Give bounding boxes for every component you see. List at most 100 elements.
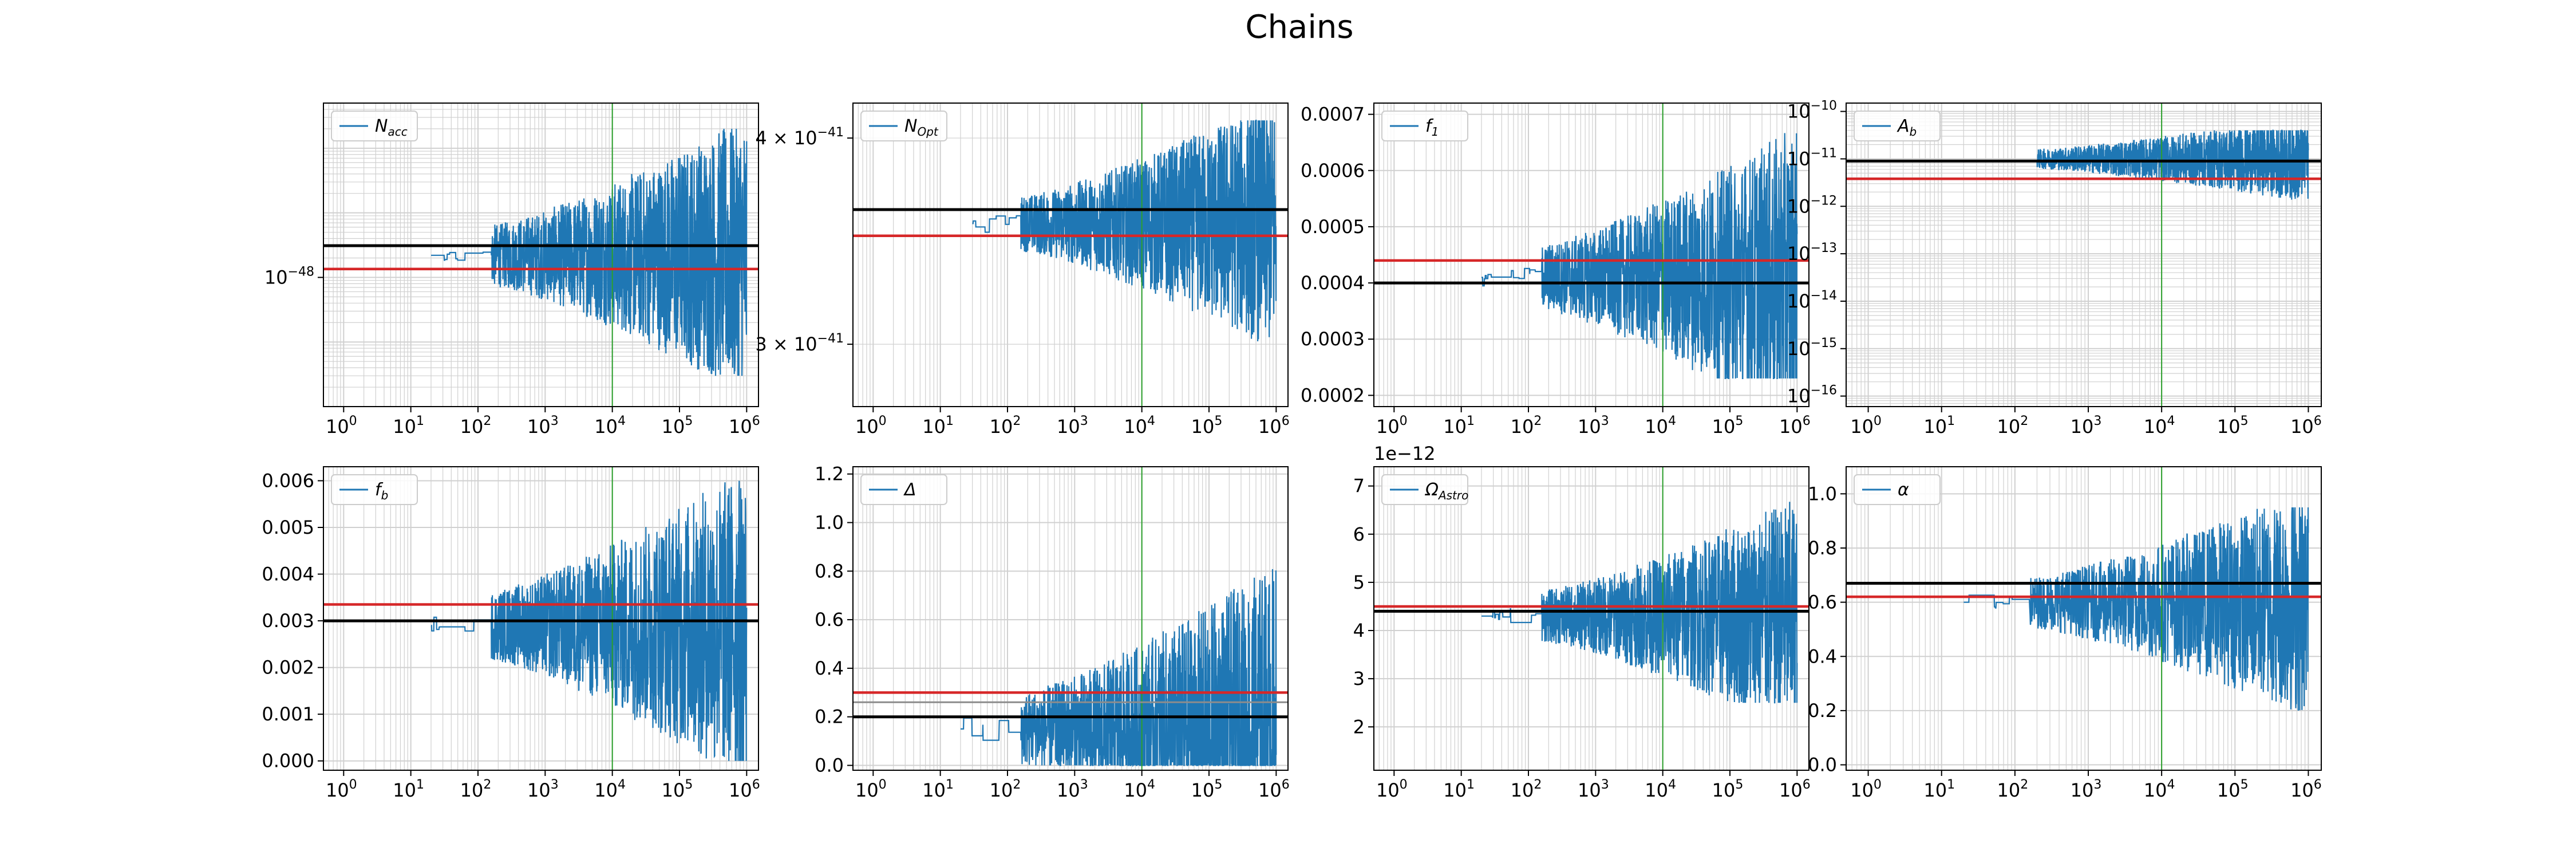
- x-tick-base: 10: [1511, 416, 1534, 438]
- y-tick-exponent: −41: [817, 125, 844, 140]
- plot-area: [853, 103, 1288, 407]
- y-tick-label: 1.0: [815, 512, 844, 534]
- x-tick-exponent: 3: [1080, 414, 1088, 428]
- x-tick-exponent: 5: [1214, 778, 1222, 792]
- x-tick-exponent: 0: [1400, 778, 1408, 792]
- axes-frame: [1373, 103, 1809, 407]
- x-tick-exponent: 5: [2241, 414, 2249, 428]
- chain-trace: [972, 120, 1277, 342]
- legend: ΩAstro: [1381, 474, 1468, 505]
- x-tick-label: 100: [1376, 778, 1408, 801]
- x-tick-base: 10: [729, 416, 752, 438]
- x-tick-label: 106: [2290, 778, 2322, 801]
- x-tick-base: 10: [527, 416, 551, 438]
- x-tick-label: 105: [662, 778, 693, 801]
- x-tick-base: 10: [1923, 416, 1947, 438]
- x-tick-exponent: 2: [2020, 778, 2028, 792]
- chart-panel: 100 101 102 103 104 105 10610−1610−1510−1410−1…: [1787, 99, 2322, 438]
- x-tick-label: 104: [1124, 414, 1155, 438]
- legend-symbol: N: [375, 116, 388, 136]
- x-tick-label: 100: [855, 414, 887, 438]
- x-tick-label: 102: [460, 778, 492, 801]
- x-tick-label: 100: [855, 778, 887, 801]
- axes-frame: [852, 466, 1289, 771]
- x-tick-label: 104: [2144, 414, 2175, 438]
- legend-symbol: A: [1897, 116, 1910, 136]
- chain-trace: [2036, 129, 2309, 200]
- x-tick-base: 10: [2217, 779, 2241, 801]
- x-tick-label: 105: [1191, 778, 1223, 801]
- chart-panel: 100 101 102 103 104 105 1060.0000.0010.0020.00…: [262, 466, 760, 801]
- y-tick-label: 2: [1353, 716, 1365, 738]
- y-tick-label: 0.0: [1808, 754, 1837, 776]
- y-tick-label: 1.0: [1808, 483, 1837, 505]
- x-tick-base: 10: [1124, 416, 1147, 438]
- x-tick-label: 105: [2217, 778, 2249, 801]
- y-tick-label: 10−16: [1787, 384, 1837, 407]
- y-tick-label: 3 × 10−41: [755, 332, 844, 355]
- x-tick-exponent: 0: [1874, 414, 1882, 428]
- x-tick-base: 10: [1191, 416, 1215, 438]
- legend-symbol: Ω: [1424, 480, 1439, 500]
- x-tick-exponent: 6: [1803, 414, 1811, 428]
- x-tick-base: 10: [1511, 779, 1534, 801]
- y-tick-base: 10: [1787, 243, 1811, 265]
- plot-area: [323, 467, 758, 770]
- x-tick-base: 10: [1779, 416, 1803, 438]
- y-tick-label: 0.0005: [1301, 216, 1365, 238]
- x-tick-base: 10: [460, 779, 484, 801]
- x-tick-base: 10: [594, 416, 618, 438]
- x-tick-base: 10: [1057, 416, 1080, 438]
- legend: α: [1854, 474, 1941, 505]
- axes-frame: [323, 103, 759, 407]
- x-tick-exponent: 3: [1601, 414, 1609, 428]
- chain-trace: [961, 569, 1277, 767]
- x-tick-base: 10: [2071, 779, 2094, 801]
- x-tick-exponent: 6: [752, 778, 760, 792]
- x-tick-exponent: 6: [1282, 414, 1290, 428]
- legend: Δ: [860, 474, 947, 505]
- y-tick-label: 0.8: [1808, 537, 1837, 559]
- x-tick-exponent: 0: [879, 778, 887, 792]
- x-tick-label: 102: [990, 778, 1021, 801]
- x-tick-label: 101: [1443, 414, 1475, 438]
- x-tick-exponent: 3: [2093, 414, 2101, 428]
- x-tick-label: 105: [2217, 414, 2249, 438]
- legend-label: NOpt: [904, 116, 939, 139]
- legend-box: [331, 111, 418, 141]
- y-tick-exponent: −14: [1811, 289, 1837, 303]
- y-tick-label: 0.4: [1808, 645, 1837, 667]
- x-tick-base: 10: [2290, 779, 2314, 801]
- x-tick-label: 103: [2071, 778, 2102, 801]
- x-tick-label: 103: [1578, 778, 1609, 801]
- x-tick-exponent: 2: [1534, 778, 1542, 792]
- y-tick-label: 10−48: [264, 265, 314, 288]
- y-tick-base: 10: [264, 266, 288, 288]
- x-tick-base: 10: [990, 779, 1013, 801]
- x-tick-exponent: 6: [2314, 778, 2322, 792]
- legend: Ab: [1854, 111, 1941, 141]
- axes-frame: [1373, 466, 1809, 771]
- x-tick-label: 100: [1850, 778, 1882, 801]
- x-tick-exponent: 1: [416, 414, 424, 428]
- y-tick-label: 10−13: [1787, 241, 1837, 265]
- x-tick-label: 106: [1258, 778, 1290, 801]
- legend-label: α: [1898, 480, 1909, 500]
- x-tick-label: 106: [1779, 414, 1811, 438]
- y-offset-label: 1e−12: [1374, 443, 1436, 464]
- y-tick-base: 10: [1787, 148, 1811, 170]
- x-tick-label: 104: [2144, 778, 2175, 801]
- x-tick-label: 103: [1057, 414, 1088, 438]
- x-tick-exponent: 4: [1668, 778, 1676, 792]
- x-tick-exponent: 2: [1534, 414, 1542, 428]
- y-tick-label: 6: [1353, 523, 1365, 545]
- y-tick-label: 0.0002: [1301, 384, 1365, 406]
- x-tick-label: 102: [1511, 414, 1542, 438]
- legend-label: ΩAstro: [1424, 480, 1468, 502]
- x-tick-base: 10: [1850, 779, 1874, 801]
- x-tick-label: 105: [662, 414, 693, 438]
- x-tick-exponent: 0: [1400, 414, 1408, 428]
